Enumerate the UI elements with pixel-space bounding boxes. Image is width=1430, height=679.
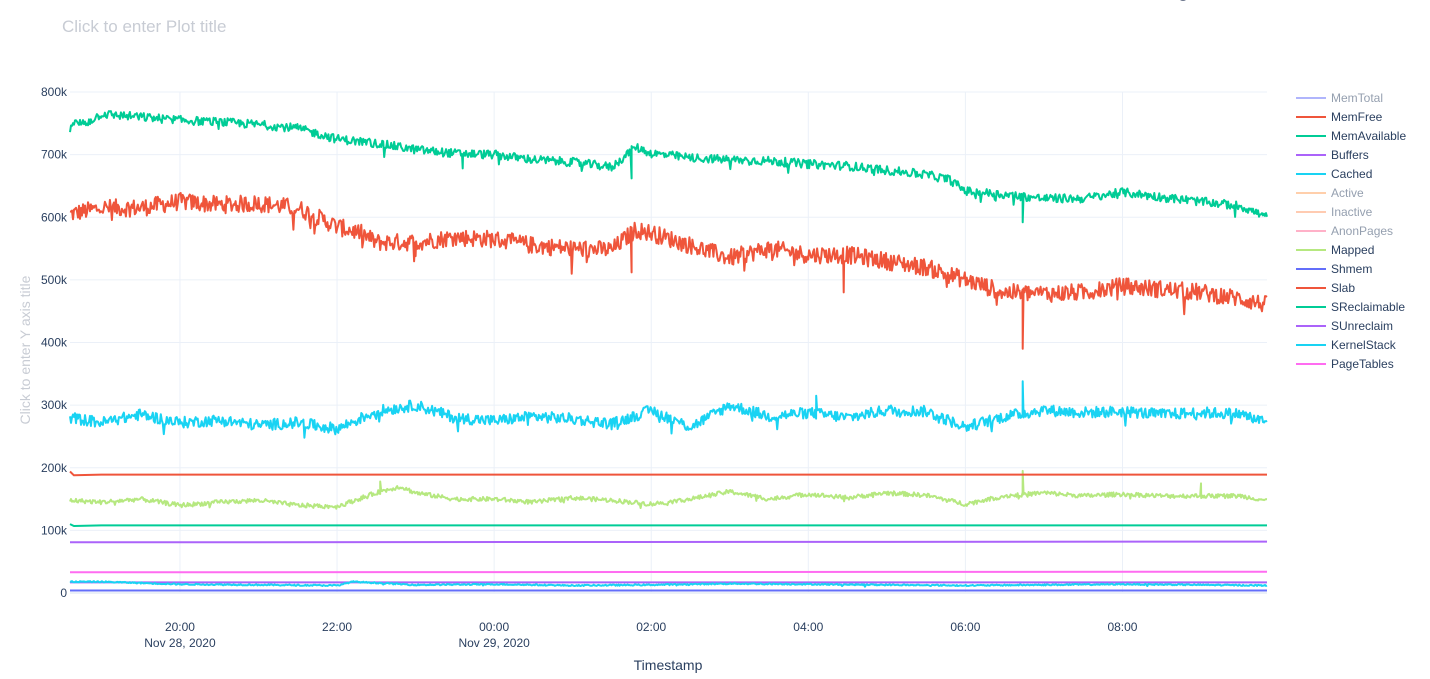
- legend-item-anonpages[interactable]: AnonPages: [1296, 224, 1393, 238]
- x-tick-label: 08:00: [1107, 620, 1137, 634]
- y-tick-label: 600k: [41, 210, 68, 224]
- legend-item-memtotal[interactable]: MemTotal: [1296, 91, 1383, 105]
- y-tick-label: 700k: [41, 148, 68, 162]
- legend-label: MemTotal: [1331, 91, 1383, 105]
- series-line-pagetables: [69, 570, 1268, 574]
- series-line-cached: [69, 380, 1268, 439]
- legend-item-sreclaimable[interactable]: SReclaimable: [1296, 300, 1405, 314]
- legend-item-inactive[interactable]: Inactive: [1296, 205, 1373, 219]
- series-line-sreclaimable: [69, 523, 1267, 527]
- legend-label: MemFree: [1331, 110, 1383, 124]
- series-line-memfree: [69, 192, 1268, 350]
- legend-label: Slab: [1331, 281, 1355, 295]
- legend-label: SReclaimable: [1331, 300, 1405, 314]
- legend-item-buffers[interactable]: Buffers: [1296, 148, 1369, 162]
- series-line-slab: [69, 470, 1267, 477]
- legend-label: Shmem: [1331, 262, 1372, 276]
- x-tick-date-label: Nov 28, 2020: [144, 636, 216, 650]
- legend-item-slab[interactable]: Slab: [1296, 281, 1355, 295]
- legend-item-memfree[interactable]: MemFree: [1296, 110, 1383, 124]
- y-axis-ticks: 0 100k 200k 300k 400k 500k 600k 700k 800k: [41, 85, 68, 600]
- x-tick-label: 04:00: [793, 620, 823, 634]
- legend-label: Buffers: [1331, 148, 1369, 162]
- series-line-buffers: [69, 540, 1268, 544]
- legend-item-memavailable[interactable]: MemAvailable: [1296, 129, 1406, 143]
- y-axis-title[interactable]: Click to enter Y axis title: [17, 275, 33, 424]
- y-tick-label: 300k: [41, 398, 68, 412]
- y-tick-label: 800k: [41, 85, 68, 99]
- y-tick-label: 400k: [41, 336, 68, 350]
- legend-item-cached[interactable]: Cached: [1296, 167, 1372, 181]
- x-axis-title[interactable]: Timestamp: [634, 657, 703, 673]
- series-lines: [69, 110, 1268, 592]
- legend-label: Mapped: [1331, 243, 1374, 257]
- y-tick-label: 200k: [41, 461, 68, 475]
- legend-item-pagetables[interactable]: PageTables: [1296, 357, 1394, 371]
- grid: [70, 91, 1267, 594]
- series-line-memavailable: [69, 110, 1268, 224]
- x-tick-label: 02:00: [636, 620, 666, 634]
- legend: MemTotal MemFree MemAvailable Buffers Cached…: [1296, 91, 1406, 371]
- legend-item-kernelstack[interactable]: KernelStack: [1296, 338, 1397, 352]
- x-tick-label: 06:00: [950, 620, 980, 634]
- plot-title[interactable]: Click to enter Plot title: [62, 17, 227, 36]
- x-tick-label: 22:00: [322, 620, 352, 634]
- series-line-mapped: [69, 469, 1268, 510]
- legend-label: Active: [1331, 186, 1364, 200]
- x-axis-ticks: 20:00 Nov 28, 2020 22:00 00:00 Nov 29, 2020 0…: [144, 620, 1138, 650]
- y-tick-label: 500k: [41, 273, 68, 287]
- x-tick-label: 00:00: [479, 620, 509, 634]
- legend-label: AnonPages: [1331, 224, 1393, 238]
- legend-label: KernelStack: [1331, 338, 1397, 352]
- legend-label: PageTables: [1331, 357, 1394, 371]
- legend-label: SUnreclaim: [1331, 319, 1393, 333]
- legend-label: MemAvailable: [1331, 129, 1406, 143]
- legend-item-shmem[interactable]: Shmem: [1296, 262, 1372, 276]
- x-tick-date-label: Nov 29, 2020: [458, 636, 530, 650]
- series-line-kernelstack: [69, 580, 1268, 588]
- legend-item-sunreclaim[interactable]: SUnreclaim: [1296, 319, 1393, 333]
- legend-item-active[interactable]: Active: [1296, 186, 1364, 200]
- x-tick-label: 20:00: [165, 620, 195, 634]
- y-tick-label: 100k: [41, 523, 68, 537]
- legend-item-mapped[interactable]: Mapped: [1296, 243, 1374, 257]
- y-tick-label: 0: [60, 586, 67, 600]
- legend-label: Cached: [1331, 167, 1372, 181]
- legend-label: Inactive: [1331, 205, 1373, 219]
